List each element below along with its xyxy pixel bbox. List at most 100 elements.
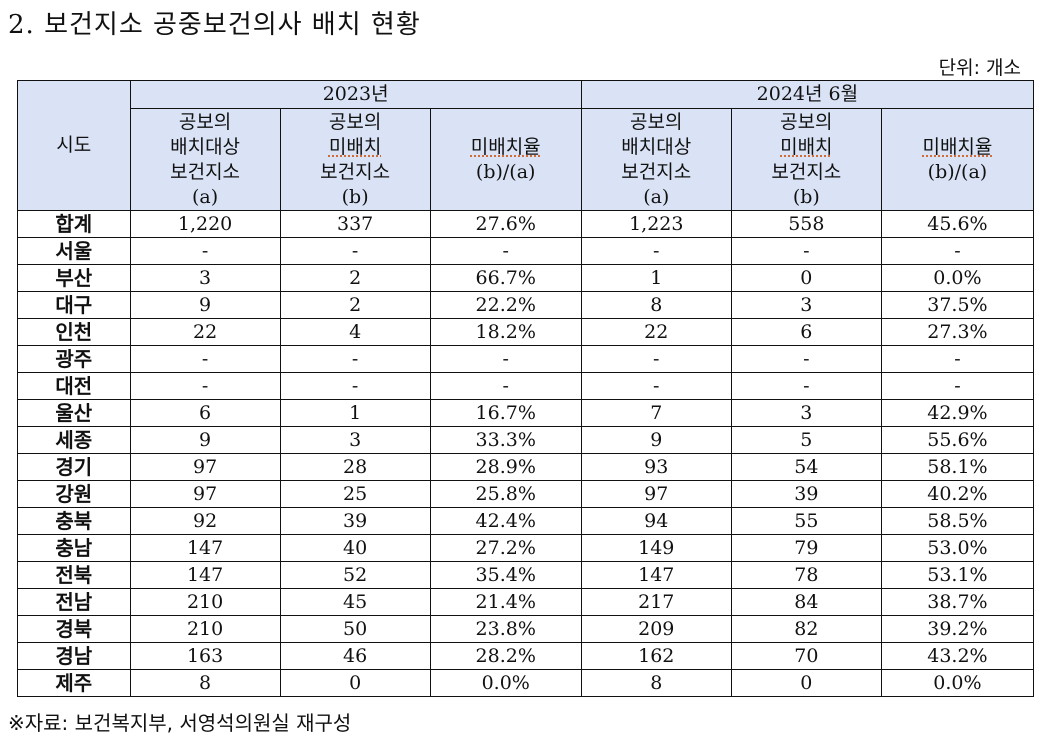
target-2023-cell: 210 — [129, 615, 281, 643]
unassigned-2023-cell: 2 — [279, 291, 431, 319]
unassigned-2023-cell: 3 — [279, 426, 431, 454]
target-2024-cell: 94 — [580, 507, 732, 535]
rate-2024-cell: 58.5% — [880, 507, 1035, 535]
region-cell: 충북 — [17, 507, 131, 535]
table-row: 서울 - - - - - - — [17, 237, 1035, 265]
rate-2023-cell: 16.7% — [429, 399, 582, 427]
target-2024-cell: - — [580, 345, 732, 373]
rate-2023-cell: 18.2% — [429, 318, 582, 346]
col-header-unassigned-2024: 공보의 미배치 보건지소 (b) — [730, 108, 882, 211]
unassigned-2023-cell: 50 — [279, 615, 431, 643]
target-2024-cell: - — [580, 372, 732, 400]
rate-2024-cell: 55.6% — [880, 426, 1035, 454]
table-row: 충남 147 40 27.2% 149 79 53.0% — [17, 534, 1035, 562]
region-cell: 대전 — [17, 372, 131, 400]
region-cell: 대구 — [17, 291, 131, 319]
rate-2023-cell: - — [429, 237, 582, 265]
table-row: 인천 22 4 18.2% 22 6 27.3% — [17, 318, 1035, 346]
table-row: 전북 147 52 35.4% 147 78 53.1% — [17, 561, 1035, 589]
rate-2023-cell: 25.8% — [429, 480, 582, 508]
rate-2024-cell: - — [880, 345, 1035, 373]
unassigned-2024-cell: 82 — [730, 615, 882, 643]
target-2024-cell: 209 — [580, 615, 732, 643]
target-2023-cell: 6 — [129, 399, 281, 427]
rate-2024-cell: 58.1% — [880, 453, 1035, 481]
region-cell: 전북 — [17, 561, 131, 589]
region-cell: 합계 — [17, 210, 131, 238]
col-header-rate-2023: 미배치율 (b)/(a) — [429, 108, 582, 211]
rate-2023-cell: 21.4% — [429, 588, 582, 616]
unassigned-2023-cell: 337 — [279, 210, 431, 238]
rate-2023-cell: 66.7% — [429, 264, 582, 292]
unassigned-2023-cell: - — [279, 345, 431, 373]
unassigned-2023-cell: 52 — [279, 561, 431, 589]
table-row: 광주 - - - - - - — [17, 345, 1035, 373]
rate-2023-cell: 27.2% — [429, 534, 582, 562]
region-cell: 세종 — [17, 426, 131, 454]
rate-2024-cell: 0.0% — [880, 264, 1035, 292]
table-row: 경남 163 46 28.2% 162 70 43.2% — [17, 642, 1035, 670]
target-2023-cell: - — [129, 372, 281, 400]
region-cell: 제주 — [17, 669, 131, 697]
unassigned-2024-cell: 84 — [730, 588, 882, 616]
table-row-total: 합계 1,220 337 27.6% 1,223 558 45.6% — [17, 210, 1035, 238]
region-cell: 울산 — [17, 399, 131, 427]
rate-2024-cell: - — [880, 237, 1035, 265]
target-2024-cell: 97 — [580, 480, 732, 508]
unassigned-2023-cell: 25 — [279, 480, 431, 508]
rate-2024-cell: 43.2% — [880, 642, 1035, 670]
unassigned-2024-cell: 39 — [730, 480, 882, 508]
region-cell: 광주 — [17, 345, 131, 373]
rate-2024-cell: 38.7% — [880, 588, 1035, 616]
unassigned-2024-cell: 0 — [730, 264, 882, 292]
target-2024-cell: 217 — [580, 588, 732, 616]
region-cell: 경기 — [17, 453, 131, 481]
table-row: 대전 - - - - - - — [17, 372, 1035, 400]
unit-label: 단위: 개소 — [938, 57, 1021, 79]
unassigned-2023-cell: - — [279, 237, 431, 265]
region-cell: 부산 — [17, 264, 131, 292]
rate-2023-cell: 22.2% — [429, 291, 582, 319]
rate-2024-cell: - — [880, 372, 1035, 400]
unassigned-2024-cell: 6 — [730, 318, 882, 346]
deployment-table: 시도 2023년 2024년 6월 공보의 배치대상 보건지소 (a) 공보의 … — [17, 80, 1035, 697]
year-group-2023: 2023년 — [129, 80, 582, 109]
rate-2023-cell: - — [429, 372, 582, 400]
rate-2023-cell: 23.8% — [429, 615, 582, 643]
target-2024-cell: 22 — [580, 318, 732, 346]
rate-2024-cell: 27.3% — [880, 318, 1035, 346]
target-2023-cell: 9 — [129, 291, 281, 319]
target-2024-cell: 147 — [580, 561, 732, 589]
target-2023-cell: 3 — [129, 264, 281, 292]
target-2023-cell: 92 — [129, 507, 281, 535]
unassigned-2024-cell: 3 — [730, 291, 882, 319]
unassigned-2024-cell: 78 — [730, 561, 882, 589]
rate-2023-cell: 33.3% — [429, 426, 582, 454]
unassigned-2023-cell: 1 — [279, 399, 431, 427]
table-row: 충북 92 39 42.4% 94 55 58.5% — [17, 507, 1035, 535]
target-2023-cell: 97 — [129, 453, 281, 481]
unassigned-2023-cell: 40 — [279, 534, 431, 562]
table-row: 울산 6 1 16.7% 7 3 42.9% — [17, 399, 1035, 427]
rate-2024-cell: 53.0% — [880, 534, 1035, 562]
table-row: 대구 9 2 22.2% 8 3 37.5% — [17, 291, 1035, 319]
unassigned-2023-cell: - — [279, 372, 431, 400]
rate-2024-cell: 40.2% — [880, 480, 1035, 508]
target-2023-cell: 163 — [129, 642, 281, 670]
unassigned-2024-cell: 54 — [730, 453, 882, 481]
rate-2024-cell: 53.1% — [880, 561, 1035, 589]
unassigned-2023-cell: 2 — [279, 264, 431, 292]
target-2023-cell: 1,220 — [129, 210, 281, 238]
unassigned-2024-cell: 3 — [730, 399, 882, 427]
rate-2023-cell: 0.0% — [429, 669, 582, 697]
unassigned-2024-cell: 55 — [730, 507, 882, 535]
source-footnote: ※자료: 보건복지부, 서영석의원실 재구성 — [8, 711, 352, 735]
region-cell: 서울 — [17, 237, 131, 265]
rate-2023-cell: 28.9% — [429, 453, 582, 481]
target-2023-cell: - — [129, 237, 281, 265]
unassigned-2024-cell: 558 — [730, 210, 882, 238]
unassigned-2024-cell: 0 — [730, 669, 882, 697]
rate-2023-cell: - — [429, 345, 582, 373]
target-2024-cell: 93 — [580, 453, 732, 481]
target-2023-cell: 147 — [129, 561, 281, 589]
